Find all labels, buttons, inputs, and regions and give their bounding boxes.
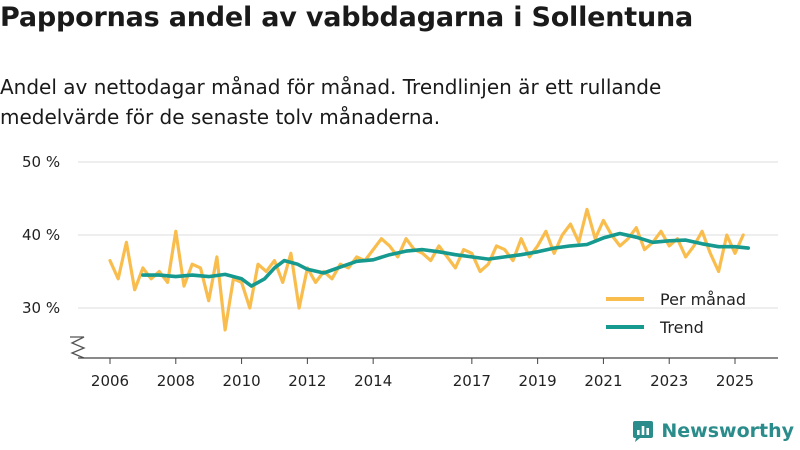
brand-name: Newsworthy: [661, 420, 794, 442]
chart-title: Pappornas andel av vabbdagarna i Sollent…: [0, 2, 694, 33]
series-line-trend: [141, 231, 751, 288]
x-tick-label: 2010: [222, 372, 260, 390]
x-tick-label: 2008: [157, 372, 195, 390]
x-tick-label: 2021: [584, 372, 622, 390]
x-axis: 2006 2008 2010 2012 2014 2017 2019 2021 2023 2025: [91, 358, 754, 390]
legend-item-per-manad[interactable]: Per månad: [606, 290, 746, 309]
x-tick-label: 2025: [716, 372, 754, 390]
y-tick-label: 50 %: [22, 153, 60, 171]
legend[interactable]: Per månad Trend: [606, 290, 746, 337]
series-group: [108, 207, 751, 332]
x-tick-label: 2006: [91, 372, 129, 390]
y-axis: 30 % 40 % 50 %: [22, 153, 60, 317]
y-tick-label: 40 %: [22, 226, 60, 244]
x-tick-label: 2012: [288, 372, 326, 390]
x-tick-label: 2014: [354, 372, 392, 390]
axis-break-icon: [70, 336, 86, 359]
brand-logo: Newsworthy: [631, 419, 794, 443]
x-tick-label: 2019: [519, 372, 557, 390]
series-line-per-manad: [108, 207, 745, 332]
legend-label: Trend: [659, 318, 704, 337]
legend-label: Per månad: [660, 290, 746, 309]
y-tick-label: 30 %: [22, 299, 60, 317]
x-tick-label: 2023: [650, 372, 688, 390]
newsworthy-logo-icon: [633, 421, 654, 442]
chart-subtitle: Andel av nettodagar månad för månad. Tre…: [0, 75, 662, 129]
x-tick-label: 2017: [453, 372, 491, 390]
legend-item-trend[interactable]: Trend: [606, 318, 704, 337]
